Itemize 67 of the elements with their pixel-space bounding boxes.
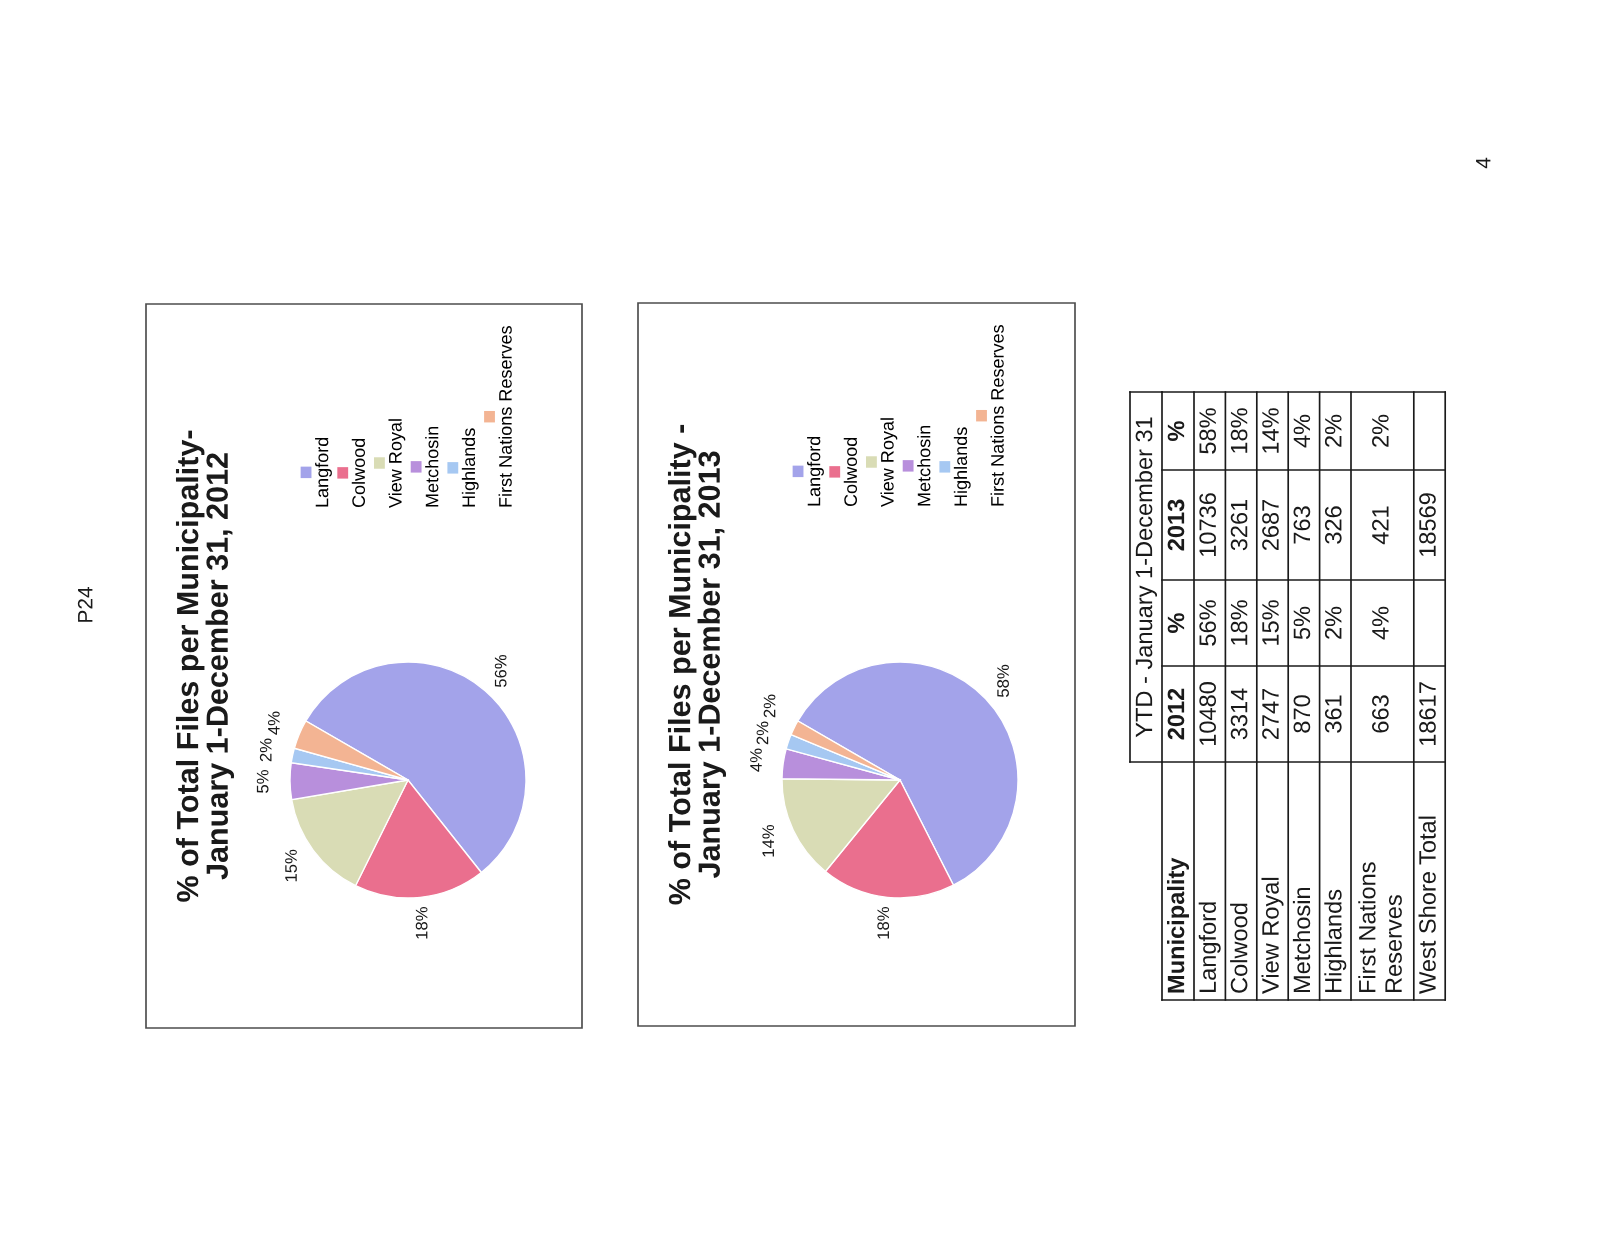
text: 18% (1230, 408, 1248, 453)
data-label: 15% (285, 849, 297, 882)
category-label: Metchosin (1292, 887, 1311, 993)
legend-label: Colwood (843, 437, 858, 507)
text: 10736 (1199, 493, 1217, 557)
text: % of Total Files per Municipality- January 1-December 31, 2012 (175, 430, 235, 902)
legend-label: Colwood (351, 438, 366, 508)
text: YTD - January 1-December 31 (1134, 417, 1158, 738)
category-label: 2012 (1167, 688, 1185, 740)
text: 2747 (1262, 688, 1279, 740)
data-label: 56% (494, 654, 507, 688)
legend-label: Metchosin (917, 425, 931, 506)
text: 2% (1324, 414, 1342, 447)
text: 58% (1199, 408, 1217, 454)
text: Municipality (1166, 857, 1190, 993)
category-label: First Nations Reserves (1358, 862, 1402, 993)
data-label: 5% (256, 770, 269, 793)
text: 2687 (1262, 499, 1279, 551)
text: 18617 (1419, 682, 1436, 746)
text: 3314 (1230, 688, 1248, 740)
text: 361 (1324, 695, 1342, 733)
category-label: % (1167, 613, 1185, 633)
text: 870 (1293, 695, 1311, 733)
legend-label: Langford (315, 437, 332, 507)
category-label: West Shore Total (1418, 816, 1436, 994)
legend-label: View Royal (880, 418, 898, 507)
data-label: 18% (415, 907, 428, 939)
data-label: 14% (762, 824, 775, 857)
text: 2% (1372, 414, 1389, 447)
data-label: 2% (756, 721, 769, 745)
legend-label: Langford (807, 436, 824, 506)
text: 763 (1293, 506, 1311, 544)
text: 5% (1293, 606, 1311, 640)
legend-label: View Royal (388, 419, 406, 508)
category-label: % (1167, 421, 1185, 441)
data-label: 18% (877, 907, 890, 939)
text: 18% (1230, 600, 1248, 645)
text: 3261 (1230, 499, 1248, 551)
text: 326 (1324, 506, 1342, 544)
data-label: 2% (763, 694, 776, 718)
text: 14% (1262, 408, 1279, 453)
text: 56% (1199, 600, 1217, 646)
text: 663 (1372, 695, 1389, 733)
text: 15% (1262, 600, 1279, 645)
data-label: 4% (750, 748, 762, 772)
category-label: Langford (1198, 902, 1221, 993)
category-label: Highlands (1324, 889, 1347, 993)
legend-label: Metchosin (425, 426, 439, 507)
legend-label: Highlands (461, 428, 479, 507)
legend-label: Highlands (953, 427, 971, 506)
legend-label: First Nations Reserves (498, 326, 512, 507)
text: 10480 (1199, 682, 1217, 746)
category-label: 2013 (1167, 499, 1185, 551)
category-label: View Royal (1261, 877, 1284, 994)
text: 18569 (1419, 493, 1436, 557)
text: 4 (1476, 157, 1491, 169)
legend-label: First Nations Reserves (990, 325, 1004, 506)
text: 4% (1372, 606, 1389, 640)
text: 2% (1324, 606, 1342, 639)
category-label: Colwood (1230, 903, 1248, 993)
text: 421 (1372, 506, 1389, 545)
data-label: 2% (259, 738, 272, 762)
data-label: 58% (997, 664, 1009, 697)
data-label: 4% (268, 711, 280, 735)
text: 4% (1293, 414, 1311, 448)
text: P24 (77, 587, 93, 622)
text: % of Total Files per Municipality - January 1-December 31, 2013 (667, 424, 727, 905)
